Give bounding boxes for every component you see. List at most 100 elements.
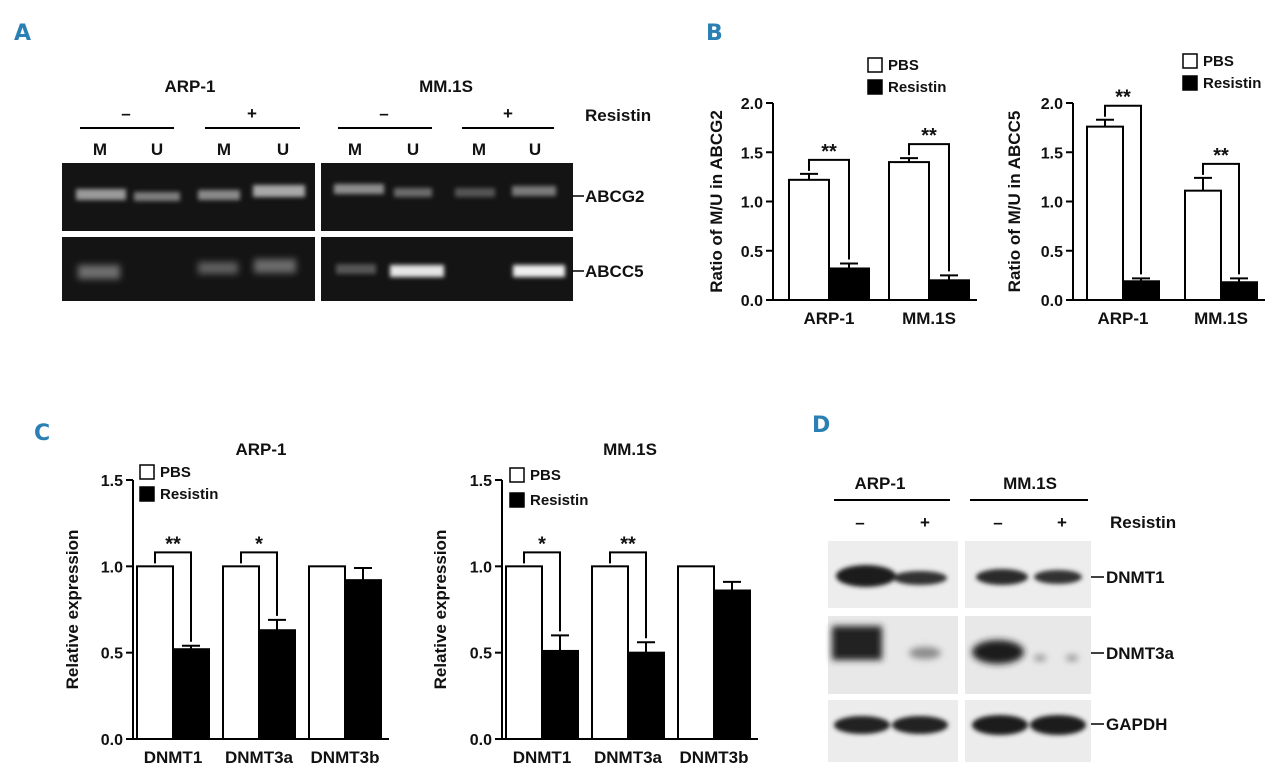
x-tick-label: ARP-1 [1097, 309, 1148, 328]
y-tick-label: 1.5 [101, 473, 123, 490]
bar-resistin [1122, 280, 1160, 302]
panel-a-lane-label: M [348, 140, 362, 159]
bar-resistin [928, 279, 970, 301]
legend-label: Resistin [1203, 75, 1261, 92]
bar-pbs [222, 565, 260, 740]
panel-d-protein-label: DNMT3a [1106, 644, 1175, 663]
panel-a-lane-label: U [529, 140, 541, 159]
gel-abcg2-mm1s [321, 163, 573, 231]
legend-swatch-resistin [509, 492, 525, 508]
y-tick-label: 2.0 [741, 96, 763, 113]
y-tick-label: 0.0 [741, 293, 763, 310]
panel-d-sign-4: + [1057, 513, 1067, 532]
panel-a-sign-2: + [247, 104, 257, 123]
legend-swatch-resistin [867, 79, 883, 95]
chart-b-left: 0.0 0.5 1.0 1.5 2.0 Ratio of M/U in ABCG2 ** AR… [707, 57, 977, 328]
significance-label: ** [620, 533, 636, 555]
bar-pbs [1184, 189, 1222, 301]
y-tick-label: 0.5 [741, 244, 763, 261]
bar-resistin [828, 267, 870, 302]
x-tick-label: MM.1S [1194, 309, 1248, 328]
y-tick-label: 1.5 [1041, 145, 1063, 162]
bar-pbs [591, 565, 629, 740]
panel-a-treatment-title: Resistin [585, 106, 651, 125]
y-tick-label: 0.5 [470, 646, 492, 663]
significance-bracket [523, 551, 561, 632]
significance-label: ** [921, 125, 937, 147]
bar-pbs [136, 565, 174, 740]
panel-d-letter: D [812, 413, 830, 438]
legend-swatch-pbs [867, 57, 883, 73]
panel-a-letter: A [14, 21, 31, 46]
panel-a-cellline-mm1s: MM.1S [419, 77, 473, 96]
panel-a-lane-label: U [407, 140, 419, 159]
panel-a-lane-label: M [93, 140, 107, 159]
chart-c-right: 0.0 0.5 1.0 1.5 Relative expression MM.1S * DNM… [431, 440, 758, 767]
bar-resistin [344, 579, 382, 740]
panel-a-gene-label: ABCC5 [585, 262, 644, 281]
legend-label: Resistin [530, 492, 588, 509]
bar-pbs [888, 161, 930, 301]
bar-resistin [172, 648, 210, 740]
x-tick-label: ARP-1 [803, 309, 854, 328]
panel-a-lane-label: M [217, 140, 231, 159]
y-tick-label: 0.5 [1041, 244, 1063, 261]
panel-a-lane-label: U [151, 140, 163, 159]
gel-abcc5-arp1 [62, 237, 315, 301]
x-tick-label: DNMT3a [594, 748, 663, 767]
legend-swatch-pbs [509, 467, 525, 483]
significance-label: * [538, 533, 546, 555]
y-tick-label: 0.0 [101, 732, 123, 749]
significance-bracket [240, 551, 278, 616]
chart-b-right: 0.0 0.5 1.0 1.5 2.0 Ratio of M/U in ABCC5 ** AR… [1005, 53, 1265, 328]
panel-d-protein-label: DNMT1 [1106, 568, 1165, 587]
bar-resistin [627, 651, 665, 741]
legend-label: PBS [160, 464, 191, 481]
blot-gapdh [828, 700, 1091, 762]
chart-title: ARP-1 [235, 440, 286, 459]
significance-label: ** [165, 533, 181, 555]
panel-b-letter: B [706, 21, 723, 46]
x-tick-label: DNMT3b [680, 748, 749, 767]
panel-d-sign-1: – [855, 513, 864, 532]
legend-label: PBS [530, 467, 561, 484]
chart-c-left: 0.0 0.5 1.0 1.5 Relative expression ARP-1 ** DN… [63, 440, 389, 767]
bar-resistin [541, 649, 579, 740]
panel-d-cellline-arp1: ARP-1 [854, 474, 905, 493]
x-tick-label: MM.1S [902, 309, 956, 328]
panel-a-sign-4: + [503, 104, 513, 123]
significance-label: ** [1213, 145, 1229, 167]
y-tick-label: 0.0 [470, 732, 492, 749]
gel-abcc5-mm1s [321, 237, 573, 301]
x-tick-label: DNMT1 [144, 748, 203, 767]
y-axis-label: Relative expression [431, 530, 450, 690]
significance-label: ** [1115, 87, 1131, 109]
panel-a-sign-1: – [121, 104, 130, 123]
y-axis-label: Ratio of M/U in ABCG2 [707, 110, 726, 293]
panel-d-protein-label: GAPDH [1106, 715, 1167, 734]
bar-pbs [505, 565, 543, 740]
y-axis-label: Ratio of M/U in ABCC5 [1005, 111, 1024, 293]
y-tick-label: 1.0 [1041, 195, 1063, 212]
significance-bracket [1202, 162, 1240, 275]
panel-c-letter: C [34, 421, 50, 446]
y-tick-label: 1.0 [101, 559, 123, 576]
y-tick-label: 1.5 [470, 473, 492, 490]
bar-pbs [1086, 125, 1124, 301]
significance-bracket [154, 551, 192, 642]
significance-bracket [908, 143, 950, 272]
panel-a-cellline-arp1: ARP-1 [164, 77, 215, 96]
bar-pbs [308, 565, 346, 740]
panel-a-lane-label: U [277, 140, 289, 159]
blot-dnmt1 [828, 541, 1091, 608]
gel-abcg2-arp1 [62, 163, 315, 231]
legend-label: PBS [1203, 53, 1234, 70]
x-tick-label: DNMT3a [225, 748, 294, 767]
y-tick-label: 0.0 [1041, 293, 1063, 310]
chart-title: MM.1S [603, 440, 657, 459]
x-tick-label: DNMT1 [513, 748, 572, 767]
bar-resistin [1220, 281, 1258, 301]
bar-resistin [713, 589, 751, 740]
significance-bracket [1104, 104, 1142, 275]
y-tick-label: 0.5 [101, 646, 123, 663]
